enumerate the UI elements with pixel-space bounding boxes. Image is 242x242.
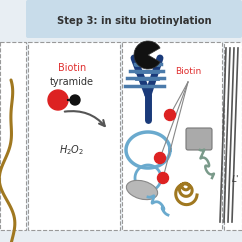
Text: tyramide: tyramide — [50, 77, 94, 87]
Circle shape — [158, 173, 168, 183]
FancyBboxPatch shape — [186, 128, 212, 150]
Bar — [224, 42, 242, 230]
Bar — [0, 42, 26, 230]
Bar — [28, 42, 120, 230]
Text: Step 3: in situ biotinylation: Step 3: in situ biotinylation — [57, 16, 211, 26]
Wedge shape — [134, 41, 160, 69]
Bar — [122, 42, 222, 230]
Text: Biotin: Biotin — [58, 63, 86, 73]
Circle shape — [165, 109, 175, 121]
Circle shape — [154, 152, 166, 164]
Text: L': L' — [232, 175, 240, 184]
Text: Biotin: Biotin — [175, 68, 201, 76]
Circle shape — [70, 95, 80, 105]
FancyBboxPatch shape — [26, 0, 242, 38]
Circle shape — [48, 90, 68, 110]
Ellipse shape — [126, 180, 158, 200]
Text: $H_2O_2$: $H_2O_2$ — [59, 143, 85, 157]
